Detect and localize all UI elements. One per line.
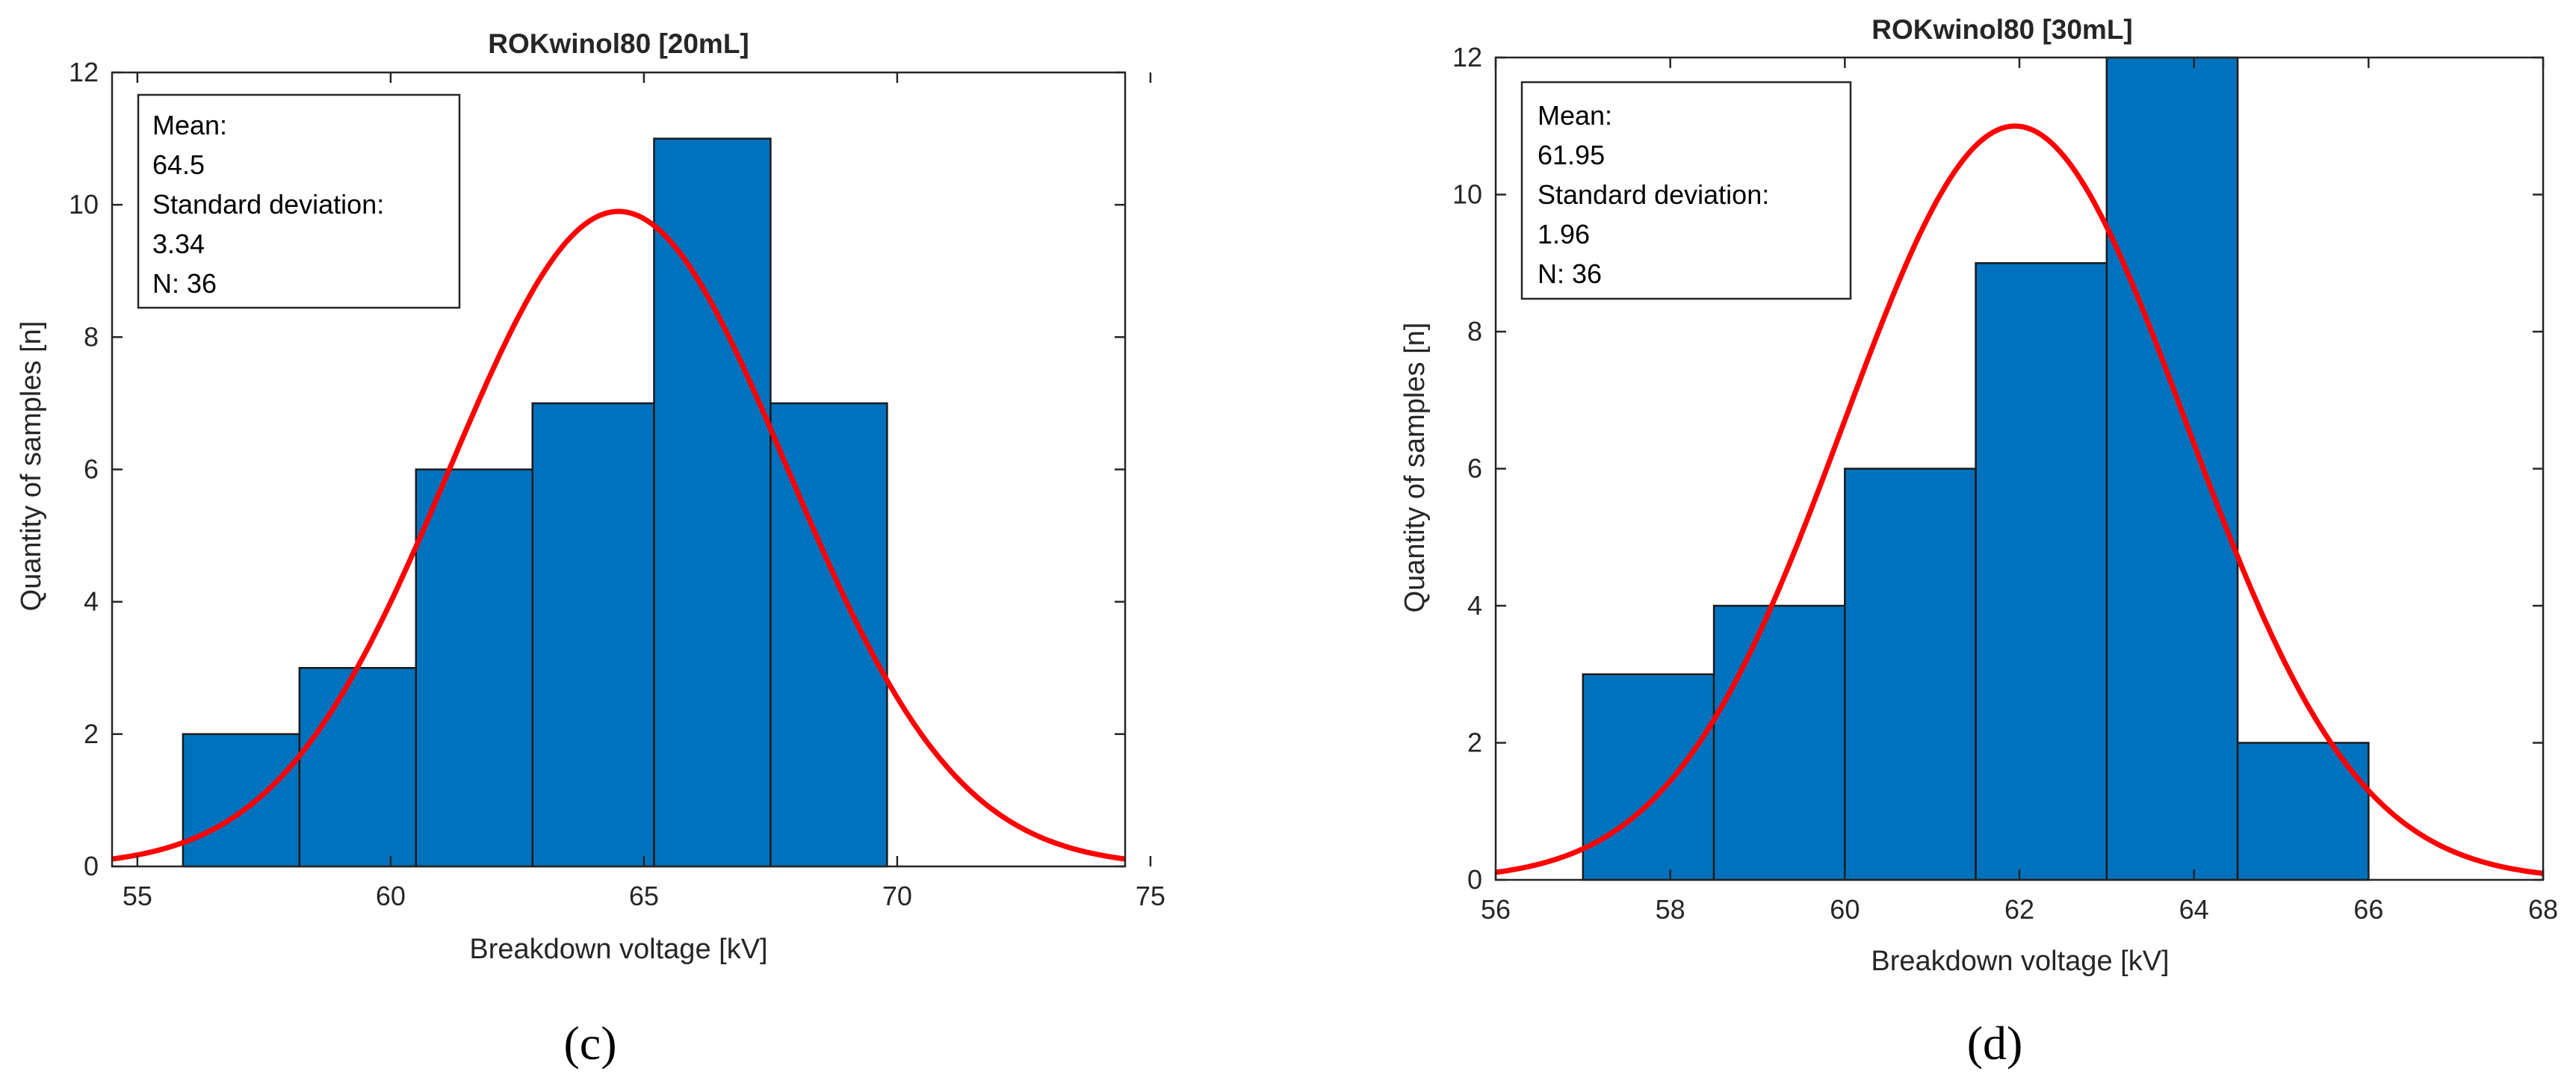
chart-c-bar-2 (298, 667, 418, 868)
chart-c-ytick-label-0: 0 (84, 851, 99, 881)
chart-d-mean-value: 61.95 (1538, 140, 1605, 170)
chart-c-xtick-label-55: 55 (123, 881, 152, 911)
chart-c-ylabel: Quantity of samples [n] (16, 321, 47, 612)
chart-d-bars (1582, 56, 2370, 881)
chart-c-bar-1 (182, 733, 301, 868)
chart-c-stats-box: Mean: 64.5 Standard deviation: 3.34 N: 3… (137, 93, 461, 309)
chart-d-bar-2 (1712, 604, 1846, 881)
chart-c-xlabel: Breakdown voltage [kV] (469, 934, 767, 965)
chart-c-std-value: 3.34 (152, 229, 205, 259)
chart-d-ytick-label-2: 2 (1467, 727, 1482, 758)
chart-c: ROKwinol80 [20mL] 55 60 65 70 75 0 2 4 6 8 10 12 B… (16, 28, 1165, 1070)
chart-d-ylabel: Quantity of samples [n] (1399, 323, 1431, 613)
chart-c-panel-label: (c) (563, 1017, 616, 1070)
chart-d: ROKwinol80 [30mL] 56 58 60 62 64 66 68 0246810… (1399, 14, 2558, 1070)
chart-c-ytick-label-4: 4 (84, 586, 99, 617)
chart-c-bar-4 (531, 402, 655, 868)
chart-d-bar-5 (2105, 56, 2239, 881)
chart-c-ytick-label-8: 8 (84, 321, 99, 352)
chart-c-n-value: N: 36 (152, 268, 217, 299)
chart-c-ytick-label-2: 2 (84, 719, 99, 749)
chart-d-xtick-label-56: 56 (1481, 894, 1511, 925)
chart-c-ytick-label-12: 12 (69, 57, 99, 87)
chart-d-stats-box: Mean: 61.95 Standard deviation: 1.96 N: … (1520, 81, 1852, 300)
chart-d-std-value: 1.96 (1538, 219, 1590, 249)
chart-d-fit-curve (1495, 123, 2544, 876)
chart-d-xtick-label-60: 60 (1830, 894, 1860, 925)
chart-d-n-value: N: 36 (1538, 258, 1602, 289)
chart-d-xtick-label-62: 62 (2004, 894, 2034, 925)
chart-c-bar-3 (415, 468, 533, 868)
chart-d-bar-4 (1975, 262, 2108, 881)
chart-d-mean-label: Mean: (1538, 100, 1612, 131)
chart-d-xtick-label-66: 66 (2353, 894, 2383, 925)
chart-d-xtick-label-58: 58 (1656, 894, 1685, 925)
chart-c-stats-frame (137, 93, 461, 309)
chart-c-ytick-label-10: 10 (69, 189, 99, 220)
chart-d-ytick-label-10: 10 (1452, 179, 1482, 210)
chart-d-bar-3 (1844, 468, 1977, 881)
chart-c-xtick-label-60: 60 (376, 881, 406, 911)
chart-c-xtick-label-70: 70 (882, 881, 912, 911)
chart-d-xlabel: Breakdown voltage [kV] (1871, 946, 2169, 977)
chart-d-panel-label: (d) (1967, 1017, 2023, 1070)
chart-c-title: ROKwinol80 [20mL] (488, 28, 749, 59)
chart-c-xtick-label-75: 75 (1136, 881, 1165, 911)
chart-d-std-label: Standard deviation: (1538, 179, 1769, 210)
chart-d-ytick-label-0: 0 (1467, 864, 1482, 895)
chart-d-ytick-label-6: 6 (1467, 453, 1482, 484)
chart-c-fit-curve (111, 208, 1126, 862)
chart-d-stats-frame (1520, 81, 1852, 300)
chart-d-xticks: 56 58 60 62 64 66 68 (1481, 58, 2558, 925)
chart-c-mean-value: 64.5 (152, 149, 205, 180)
chart-c-mean-label: Mean: (152, 110, 227, 140)
chart-c-std-label: Standard deviation: (152, 189, 384, 220)
chart-c-xticks: 55 60 65 70 75 (123, 72, 1165, 911)
chart-d-yticks: 0 2 4 6 8 10 12 (1452, 42, 2543, 895)
chart-c-ytick-label-6: 6 (84, 454, 99, 485)
chart-c-xtick-label-65: 65 (629, 881, 659, 911)
chart-d-ytick-label-4: 4 (1467, 590, 1482, 621)
chart-d-bar-1 (1582, 673, 1715, 881)
chart-d-xtick-label-68: 68 (2528, 894, 2558, 925)
chart-d-title: ROKwinol80 [30mL] (1871, 14, 2133, 45)
chart-c-bar-5 (653, 137, 772, 868)
chart-d-ytick-label-12: 12 (1452, 42, 1482, 72)
chart-d-xtick-label-64: 64 (2179, 894, 2209, 925)
chart-c-yticks: 0 2 4 6 8 10 12 (69, 57, 1125, 881)
chart-d-ytick-label-8: 8 (1467, 316, 1482, 347)
